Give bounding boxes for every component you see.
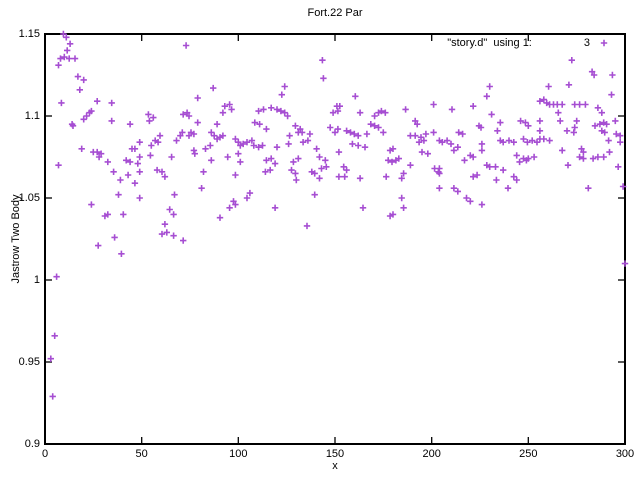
y-tick-label: 1 xyxy=(33,273,40,286)
x-tick-label: 200 xyxy=(422,448,441,460)
x-axis-label: x xyxy=(332,460,338,472)
x-tick-label: 300 xyxy=(615,448,635,460)
legend-series-column: 3 xyxy=(583,37,590,49)
y-axis-label: Jastrow Two Body xyxy=(10,194,22,284)
legend: "story.d" using 1: 3 xyxy=(427,36,612,50)
x-tick-label: 50 xyxy=(135,448,148,460)
x-tick-label: 250 xyxy=(519,448,538,460)
y-tick-label: 1.15 xyxy=(18,27,40,40)
y-tick-label: 1.05 xyxy=(18,191,40,204)
chart-title: Fort.22 Par xyxy=(307,7,363,19)
x-tick-label: 0 xyxy=(41,448,49,460)
legend-plus-marker-icon xyxy=(600,39,608,47)
y-tick-label: 1.1 xyxy=(24,109,40,122)
y-tick-label: 0.9 xyxy=(24,437,40,450)
y-tick-label: 0.95 xyxy=(18,355,40,368)
data-points xyxy=(47,30,629,400)
x-tick-label: 100 xyxy=(229,448,248,460)
plot-frame xyxy=(44,33,626,445)
x-tick-label: 150 xyxy=(325,448,345,460)
axis-ticks xyxy=(44,33,626,445)
legend-series-label: "story.d" using 1: xyxy=(447,37,532,49)
